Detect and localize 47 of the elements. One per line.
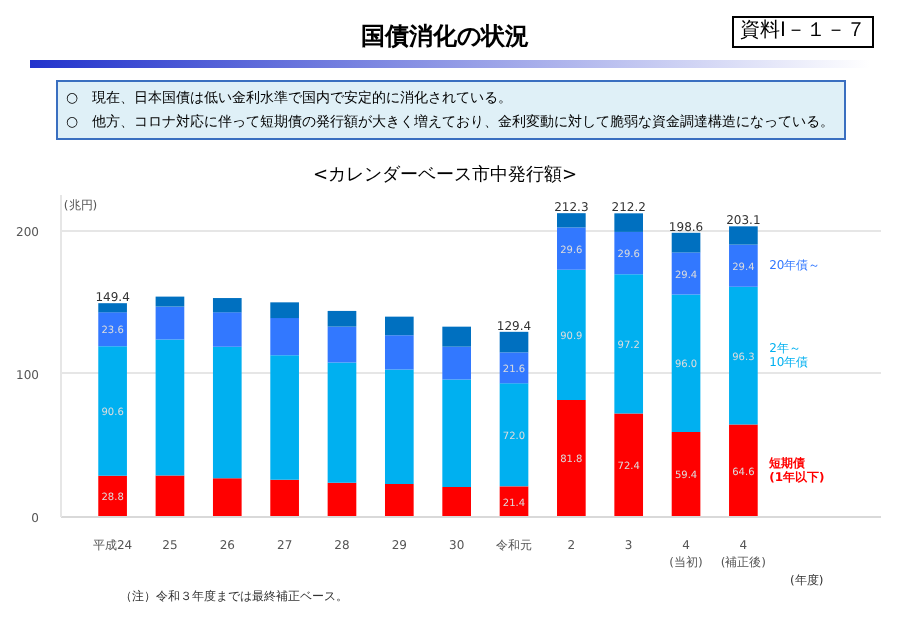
bar	[270, 355, 299, 480]
bar	[270, 302, 299, 319]
bar	[729, 424, 758, 517]
bar	[614, 231, 644, 275]
bar	[671, 431, 701, 517]
bar	[671, 232, 701, 253]
bar	[212, 312, 242, 347]
bar	[557, 399, 586, 517]
bar	[614, 413, 644, 517]
bar	[614, 274, 644, 414]
bar	[212, 298, 242, 313]
bar	[327, 362, 357, 483]
bar	[442, 379, 471, 487]
bar	[729, 286, 758, 425]
bar	[384, 335, 414, 370]
chart-title: 国債消化の状況	[361, 22, 529, 50]
bar	[270, 318, 299, 356]
bar	[442, 326, 471, 347]
bar	[499, 331, 529, 353]
bar	[155, 339, 185, 476]
bar	[98, 303, 127, 313]
bar	[557, 213, 586, 228]
bar	[499, 383, 529, 487]
bar	[557, 269, 586, 400]
bar	[212, 346, 242, 479]
bar	[155, 475, 185, 517]
bar	[155, 306, 185, 340]
bar	[384, 484, 414, 517]
bar	[327, 482, 357, 517]
bar	[557, 227, 586, 270]
bar	[327, 310, 357, 327]
bar	[98, 346, 127, 476]
bar	[384, 316, 414, 336]
bar	[671, 294, 701, 432]
bar	[384, 369, 414, 485]
bar	[729, 226, 758, 245]
bar	[614, 213, 644, 232]
bar	[155, 296, 185, 307]
bar	[98, 312, 127, 347]
text: 資料Ⅰ－１－７	[732, 16, 874, 49]
bar	[212, 478, 242, 517]
bar	[327, 326, 357, 363]
bar	[729, 244, 758, 287]
bar	[442, 486, 471, 517]
bar	[442, 346, 471, 380]
bar	[270, 479, 299, 517]
chart-subtitle: <カレンダーベース市中発行額>	[310, 164, 580, 190]
